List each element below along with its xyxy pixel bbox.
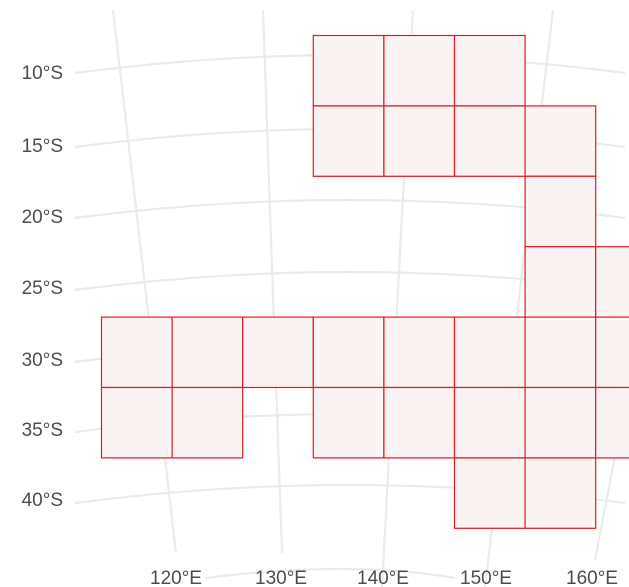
lon-label: 140°E [357, 568, 409, 587]
latitude-labels: 10°S 15°S 20°S 25°S 30°S 35°S 40°S [22, 63, 63, 511]
grid-cell [312, 105, 385, 177]
longitude-labels: 120°E 130°E 140°E 150°E 160°E [150, 568, 618, 587]
grid-cell [595, 386, 629, 459]
grid-cell [453, 105, 526, 177]
grid-cell [595, 246, 629, 318]
grid-cell [524, 105, 597, 177]
grid-cell [312, 34, 385, 107]
grid-cell [383, 105, 456, 177]
grid-cell [524, 246, 597, 318]
lat-label: 10°S [22, 63, 63, 84]
grid-cells [100, 34, 629, 529]
grid-cell [312, 316, 385, 389]
grid-cell [383, 34, 456, 107]
grid-cell [100, 386, 173, 459]
grid-cell [383, 316, 456, 389]
grid-cell [242, 316, 314, 389]
grid-cell [524, 175, 597, 248]
lon-label: 130°E [255, 568, 307, 587]
grid-cell [453, 316, 526, 389]
grid-cell [453, 386, 526, 459]
grid-cell [595, 316, 629, 389]
lat-label: 30°S [22, 350, 63, 371]
lat-label: 35°S [22, 420, 63, 441]
grid-cell [100, 316, 173, 389]
grid-cell [524, 457, 597, 529]
lon-label: 160°E [566, 568, 618, 587]
grid-cell [524, 316, 597, 389]
lat-label: 20°S [22, 207, 63, 228]
grid-cell [524, 386, 597, 459]
grid-cell [453, 34, 526, 107]
parallel-line-7 [204, 567, 456, 580]
grid-cell [171, 386, 244, 459]
lon-label: 150°E [460, 568, 512, 587]
grid-cell [171, 316, 244, 389]
lon-label: 120°E [150, 568, 202, 587]
grid-cell [312, 386, 385, 459]
grid-cell [383, 386, 456, 459]
lat-label: 40°S [22, 490, 63, 511]
meridian-line-1 [261, 9, 284, 554]
lat-label: 25°S [22, 278, 63, 299]
grid-cell [453, 457, 526, 529]
lat-label: 15°S [22, 136, 63, 157]
